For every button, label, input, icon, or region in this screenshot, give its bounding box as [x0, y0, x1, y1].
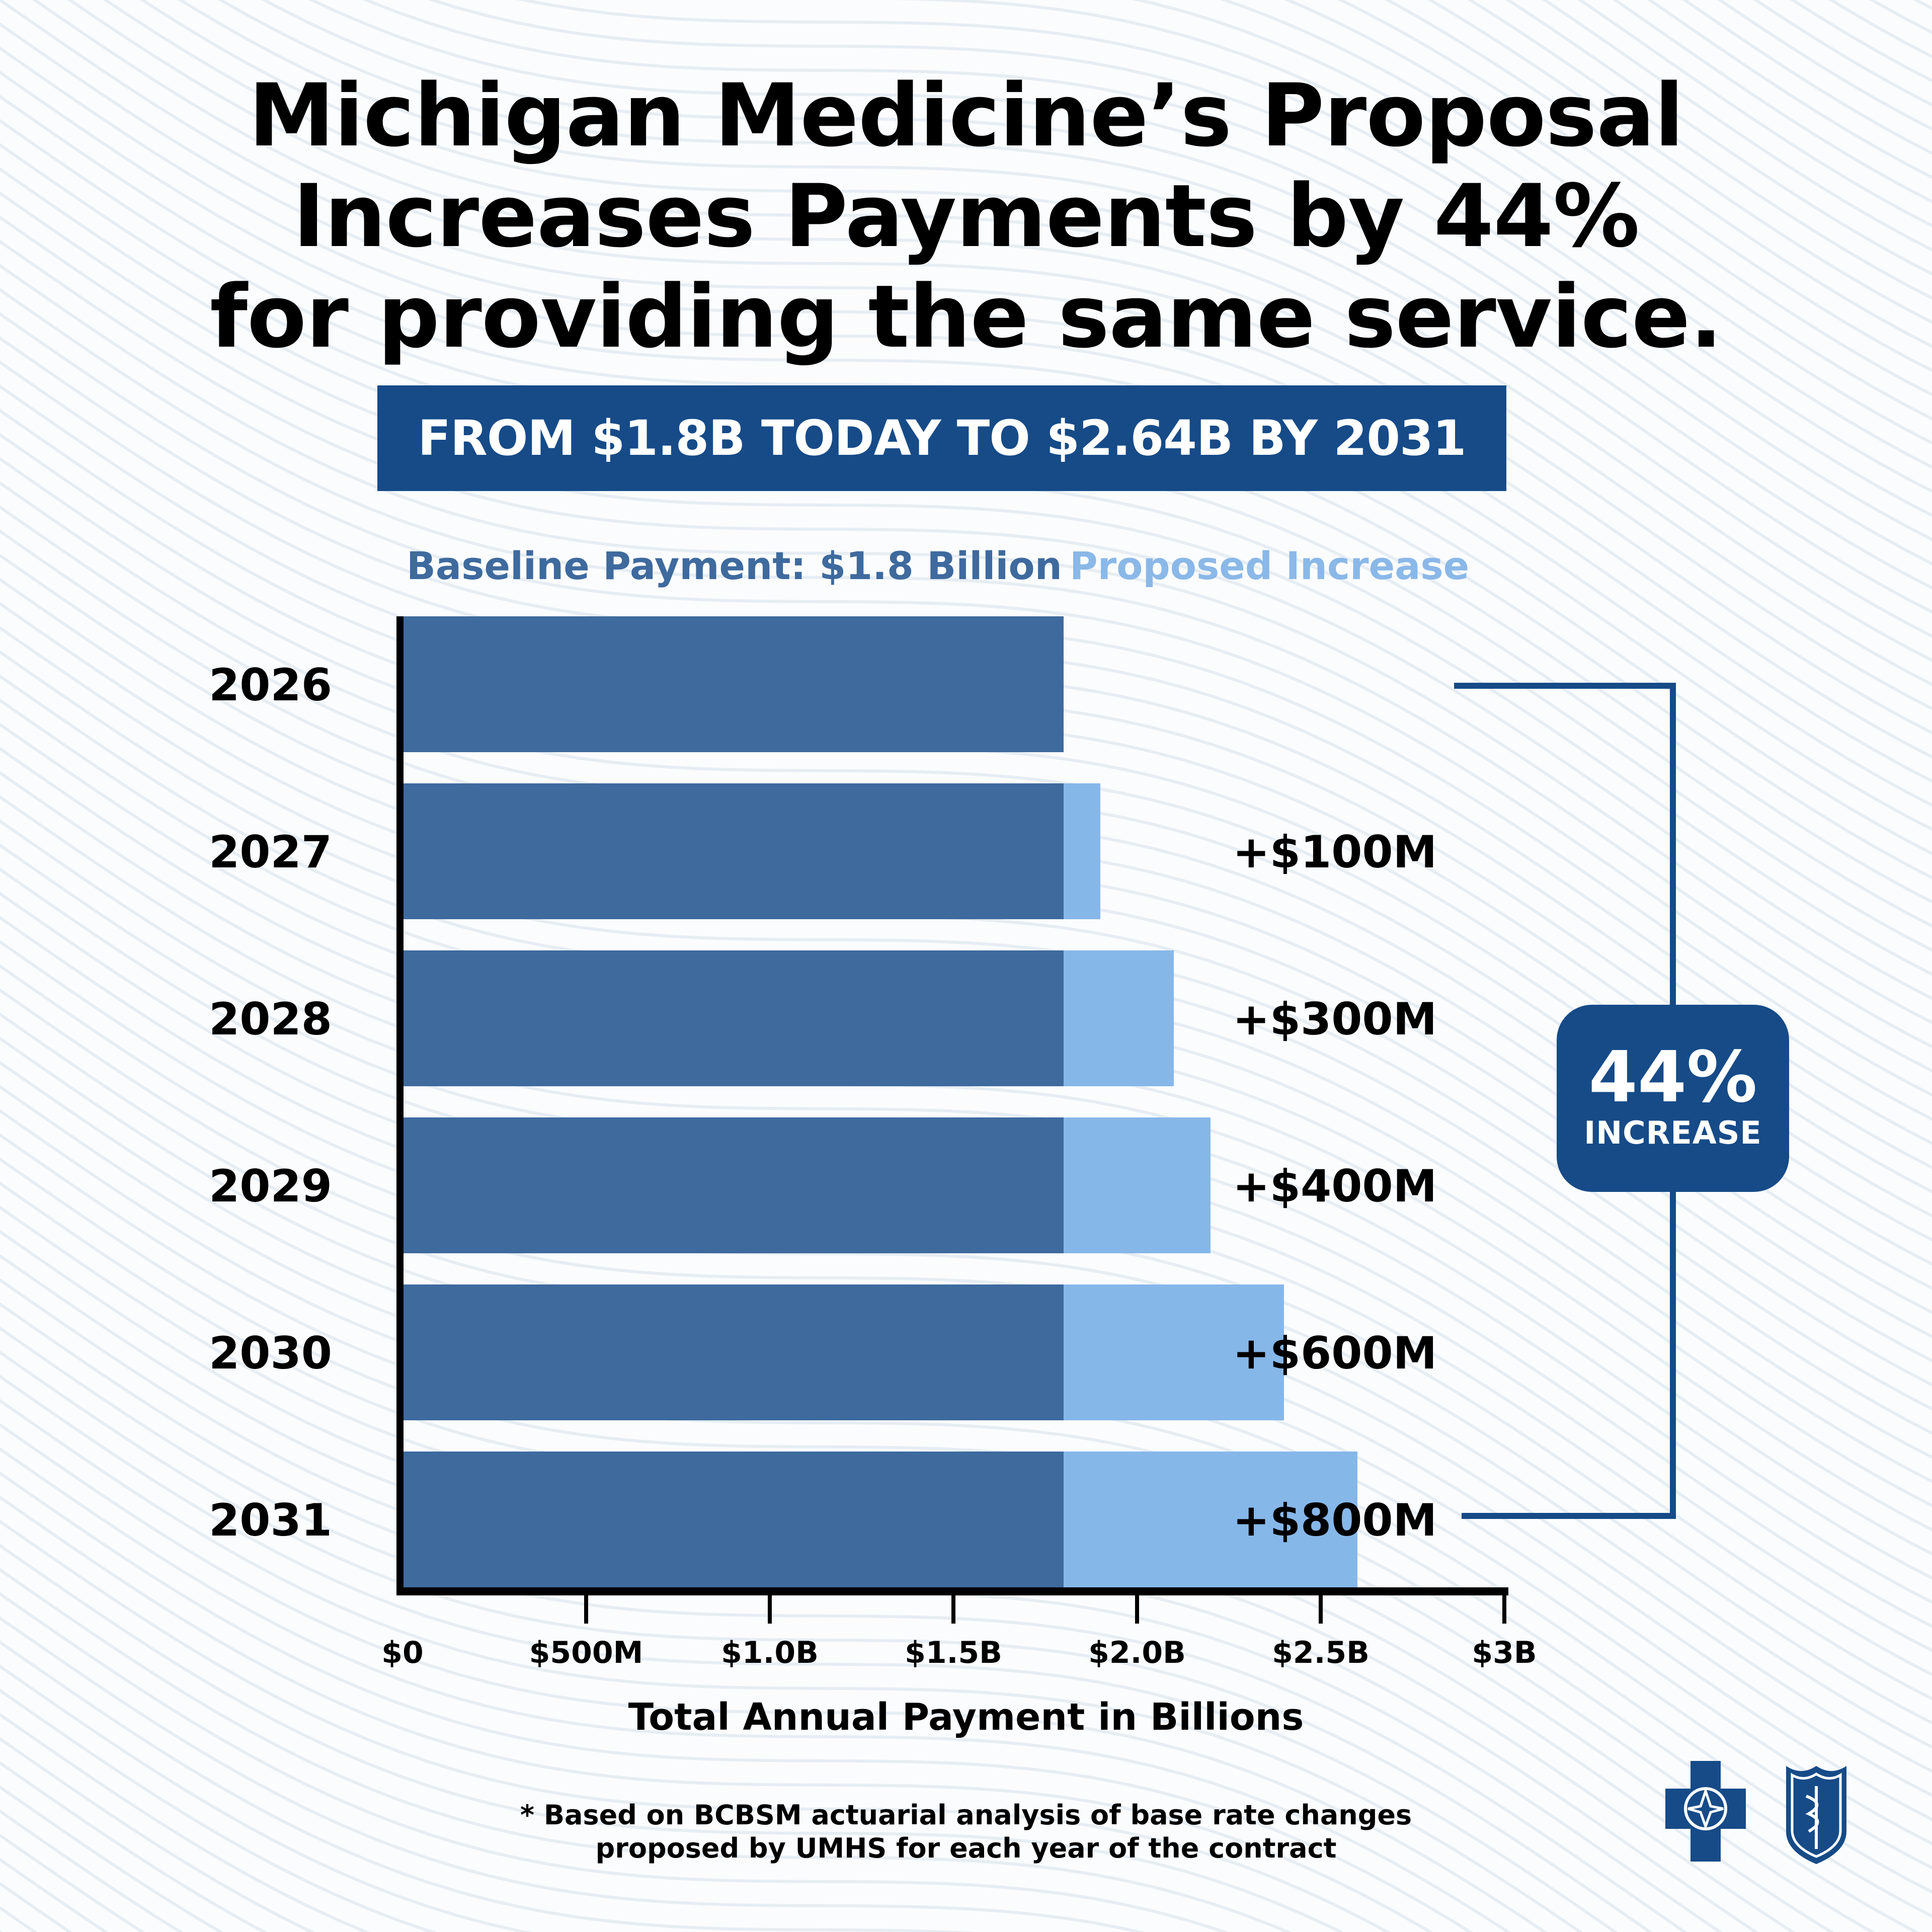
y-tick-label-2029: 2029 — [209, 1160, 332, 1212]
bar-baseline-2031 — [403, 1452, 1064, 1587]
x-tick-mark — [1502, 1587, 1506, 1624]
y-tick-label-2027: 2027 — [209, 826, 332, 878]
x-tick-mark — [1135, 1587, 1139, 1624]
data-label-2029: +$400M — [1233, 1160, 1437, 1212]
footnote-line-1: * Based on BCBSM actuarial analysis of b… — [520, 1799, 1412, 1831]
x-tick-mark — [1319, 1587, 1323, 1624]
x-tick-mark — [768, 1587, 772, 1624]
data-label-2027: +$100M — [1233, 826, 1437, 878]
x-tick-label: $1.0B — [721, 1635, 819, 1670]
x-tick-label: $1.5B — [905, 1635, 1002, 1670]
bar-increase-2028 — [1064, 950, 1174, 1086]
data-label-2030: +$600M — [1233, 1327, 1437, 1379]
bar-baseline-2029 — [403, 1117, 1064, 1253]
blue-shield-icon — [1786, 1766, 1846, 1864]
x-tick-label: $500M — [529, 1635, 643, 1670]
bar-increase-2031 — [1064, 1452, 1357, 1587]
x-tick-label: $2.0B — [1088, 1635, 1186, 1670]
page-title: Michigan Medicine’s Proposal Increases P… — [0, 65, 1932, 367]
y-tick-label-2026: 2026 — [209, 659, 332, 711]
y-tick-label-2031: 2031 — [209, 1494, 332, 1546]
title-line-1: Michigan Medicine’s Proposal — [248, 65, 1684, 166]
y-tick-label-2030: 2030 — [209, 1327, 332, 1379]
bcbs-logos — [1665, 1761, 1846, 1864]
badge-value: 44% — [1588, 1036, 1757, 1118]
legend-increase: Proposed Increase — [1070, 543, 1470, 588]
x-axis-title: Total Annual Payment in Billions — [628, 1696, 1304, 1739]
x-tick-mark — [584, 1587, 588, 1624]
x-tick-mark — [951, 1587, 955, 1624]
title-line-3: for providing the same service. — [210, 266, 1723, 367]
x-tick-label: $0 — [381, 1635, 424, 1670]
y-tick-label-2028: 2028 — [209, 993, 332, 1045]
bar-increase-2029 — [1064, 1117, 1211, 1253]
footnote: * Based on BCBSM actuarial analysis of b… — [0, 1799, 1932, 1865]
x-tick-label: $3B — [1472, 1635, 1537, 1670]
banner-text: FROM $1.8B TODAY TO $2.64B BY 2031 — [418, 410, 1466, 466]
bar-baseline-2027 — [403, 783, 1064, 919]
footnote-line-2: proposed by UMHS for each year of the co… — [595, 1832, 1337, 1864]
x-tick-label: $2.5B — [1272, 1635, 1370, 1670]
subtitle-banner: FROM $1.8B TODAY TO $2.64B BY 2031 — [377, 385, 1506, 491]
badge-label: INCREASE — [1584, 1114, 1762, 1151]
title-line-2: Increases Payments by 44% — [292, 166, 1640, 267]
y-axis-line — [396, 616, 404, 1594]
increase-badge: 44% INCREASE — [1557, 1005, 1789, 1192]
bar-increase-2027 — [1064, 783, 1100, 919]
bar-increase-2030 — [1064, 1284, 1284, 1420]
bar-baseline-2028 — [403, 950, 1064, 1086]
bar-baseline-2030 — [403, 1284, 1064, 1420]
data-label-2031: +$800M — [1233, 1494, 1437, 1546]
bar-baseline-2026 — [403, 616, 1064, 752]
legend-baseline: Baseline Payment: $1.8 Billion — [407, 543, 1062, 588]
data-label-2028: +$300M — [1233, 993, 1437, 1045]
blue-cross-icon — [1665, 1761, 1746, 1862]
